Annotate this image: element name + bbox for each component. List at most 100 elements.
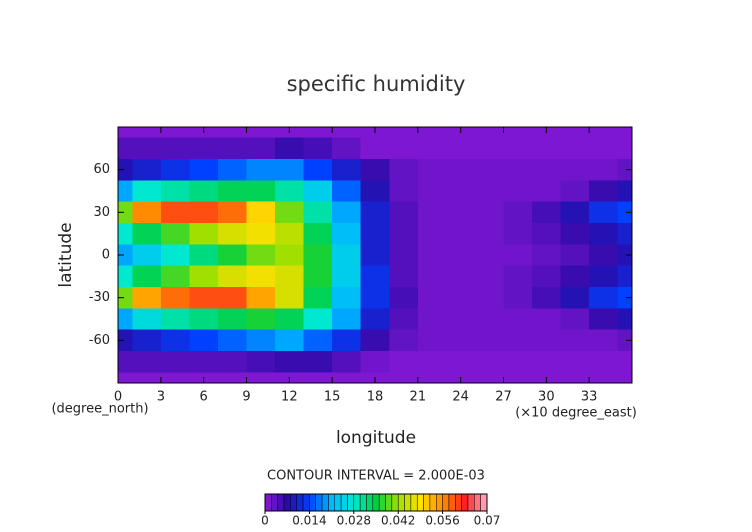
colorbar-box (264, 493, 272, 512)
contour-cell (617, 308, 633, 331)
contour-cell (132, 372, 162, 384)
colorbar-box (359, 493, 367, 512)
contour-cell (617, 244, 633, 267)
contour-cell (303, 372, 333, 384)
contour-cell (474, 265, 504, 288)
contour-cell (118, 351, 133, 373)
contour-cell (189, 244, 219, 267)
contour-cell (446, 137, 476, 160)
contour-cell (217, 287, 247, 309)
contour-cell (160, 223, 190, 245)
contour-cell (446, 329, 476, 352)
colorbar-frame (264, 493, 488, 512)
colorbar-box (277, 493, 285, 512)
contour-cell (560, 372, 590, 384)
colorbar-box (271, 493, 278, 512)
contour-cell (360, 223, 390, 245)
colorbar-box (372, 493, 380, 512)
contour-cell (303, 329, 333, 352)
contour-cell (446, 180, 476, 203)
contour-cell (275, 180, 305, 203)
contour-cell (474, 329, 504, 352)
contour-cell (617, 127, 633, 139)
contour-cell (360, 265, 390, 288)
contour-cell (275, 137, 305, 160)
contour-cell (275, 351, 305, 373)
contour-cell (360, 159, 390, 181)
contour-cell (589, 287, 619, 309)
contour-cell (303, 308, 333, 331)
contour-cell (332, 137, 362, 160)
colorbar-box (404, 493, 412, 512)
contour-cell (532, 329, 562, 352)
contour-cell (360, 287, 390, 309)
y-tick-label: 30 (93, 205, 110, 220)
contour-cell (560, 351, 590, 373)
contour-cell (532, 223, 562, 245)
contour-cell (118, 201, 133, 224)
contour-cell (332, 308, 362, 331)
x-tick-label: 27 (495, 390, 512, 405)
contour-cell (503, 265, 533, 288)
contour-cell (560, 127, 590, 139)
contour-cell (217, 308, 247, 331)
contour-cell (132, 159, 162, 181)
contour-cell (246, 308, 276, 331)
contour-cell (132, 265, 162, 288)
contour-cell (118, 308, 133, 331)
contour-cell (503, 308, 533, 331)
contour-cell (303, 201, 333, 224)
colorbar-box (436, 493, 443, 512)
contour-cell (118, 244, 133, 267)
colorbar-box (461, 493, 469, 512)
colorbar-box (429, 493, 437, 512)
contour-cell (217, 329, 247, 352)
contour-cell (275, 329, 305, 352)
contour-cell (246, 372, 276, 384)
contour-cell (132, 308, 162, 331)
contour-cell (160, 329, 190, 352)
colorbar-tick-label: 0.07 (474, 514, 501, 528)
contour-cell (617, 159, 633, 181)
contour-field (118, 127, 633, 384)
colorbar-box (296, 493, 304, 512)
contour-cell (217, 201, 247, 224)
contour-cell (474, 223, 504, 245)
contour-cell (417, 265, 447, 288)
colorbar-box (467, 493, 475, 512)
contour-cell (132, 329, 162, 352)
contour-cell (617, 201, 633, 224)
contour-cell (303, 223, 333, 245)
contour-cell (332, 244, 362, 267)
contour-cell (275, 287, 305, 309)
contour-cell (118, 223, 133, 245)
colorbar-label: CONTOUR INTERVAL = 2.000E-03 (267, 469, 485, 484)
contour-cell (132, 201, 162, 224)
contour-cell (118, 329, 133, 352)
contour-cell (617, 329, 633, 352)
contour-cell (189, 201, 219, 224)
colorbar-box (391, 493, 399, 512)
contour-cell (332, 372, 362, 384)
contour-cell (275, 159, 305, 181)
contour-cell (560, 244, 590, 267)
contour-cell (389, 127, 419, 139)
contour-cell (303, 137, 333, 160)
contour-cell (189, 287, 219, 309)
contour-cell (217, 137, 247, 160)
x-tick-label: 12 (281, 390, 298, 405)
contour-cell (332, 127, 362, 139)
contour-cell (532, 180, 562, 203)
contour-cell (446, 308, 476, 331)
colorbar-box (455, 493, 462, 512)
contour-cell (303, 265, 333, 288)
y-tick-label: 60 (93, 162, 110, 177)
contour-cell (589, 372, 619, 384)
contour-cell (417, 329, 447, 352)
contour-cell (275, 308, 305, 331)
y-unit: (degree_north) (51, 402, 148, 417)
contour-cell (160, 372, 190, 384)
contour-cell (474, 180, 504, 203)
x-tick-label: 15 (324, 390, 341, 405)
contour-cell (589, 351, 619, 373)
